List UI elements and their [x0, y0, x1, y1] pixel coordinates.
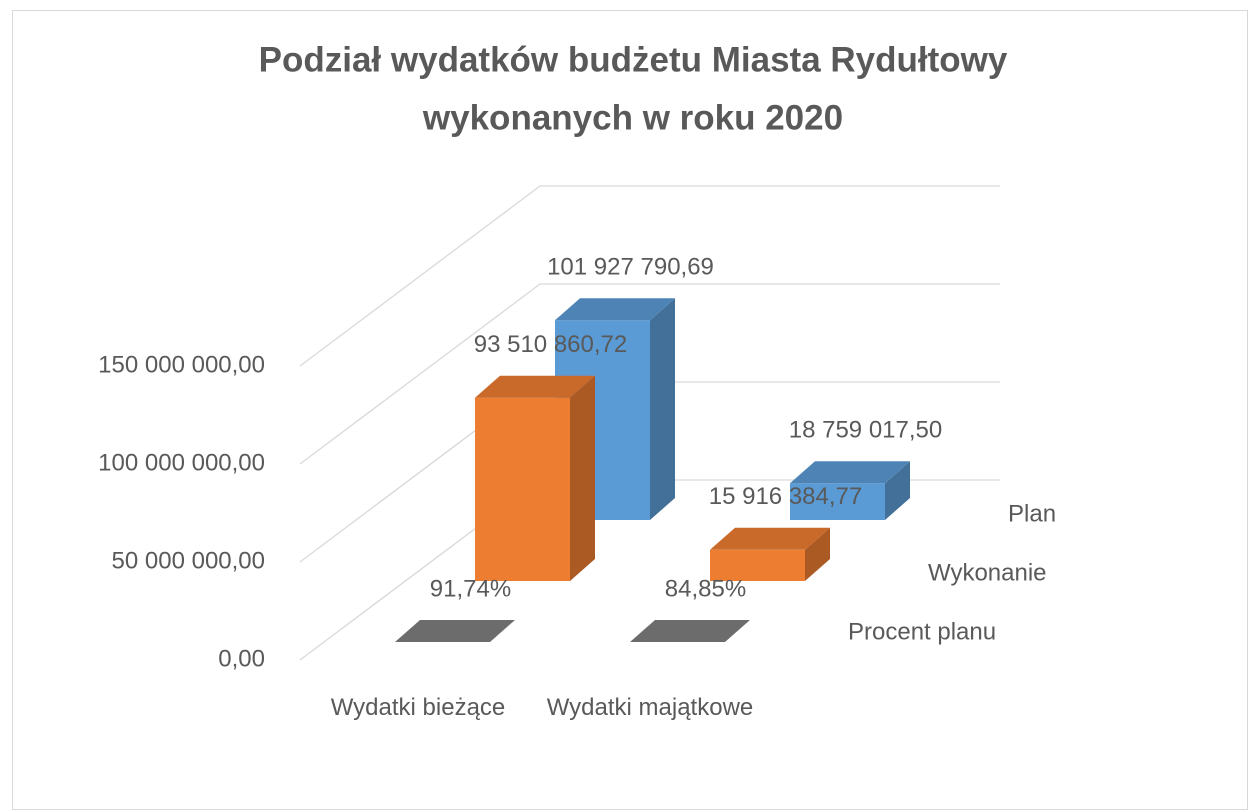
- bar-side: [650, 298, 675, 520]
- bar: [630, 620, 750, 642]
- page: Podział wydatków budżetu Miasta Rydułtow…: [0, 0, 1259, 780]
- bar: [710, 528, 830, 581]
- data-label: 93 510 860,72: [474, 331, 627, 358]
- x-tick-label: Wydatki bieżące: [303, 687, 533, 729]
- bar-side: [570, 376, 595, 581]
- bar: [395, 620, 515, 642]
- y-tick-label: 100 000 000,00: [98, 449, 265, 476]
- bar-top: [395, 620, 515, 642]
- y-tick-label: 0,00: [218, 645, 265, 672]
- chart: Podział wydatków budżetu Miasta Rydułtow…: [0, 0, 1259, 780]
- y-tick-label: 150 000 000,00: [98, 351, 265, 378]
- chart-title: wykonanych w roku 2020: [422, 98, 843, 137]
- legend-label: Plan: [1008, 500, 1056, 527]
- data-label: 15 916 384,77: [709, 483, 862, 510]
- y-tick-label: 50 000 000,00: [112, 547, 265, 574]
- bar-top: [630, 620, 750, 642]
- x-tick-label: Wydatki majątkowe: [535, 687, 765, 729]
- data-label: 18 759 017,50: [789, 417, 942, 444]
- data-label: 91,74%: [430, 575, 511, 602]
- legend-label: Procent planu: [848, 618, 996, 645]
- data-label: 84,85%: [665, 575, 746, 602]
- chart-title: Podział wydatków budżetu Miasta Rydułtow…: [259, 40, 1008, 79]
- bar: [475, 376, 595, 581]
- legend-label: Wykonanie: [928, 559, 1047, 586]
- bar-front: [475, 398, 570, 581]
- data-label: 101 927 790,69: [547, 254, 714, 281]
